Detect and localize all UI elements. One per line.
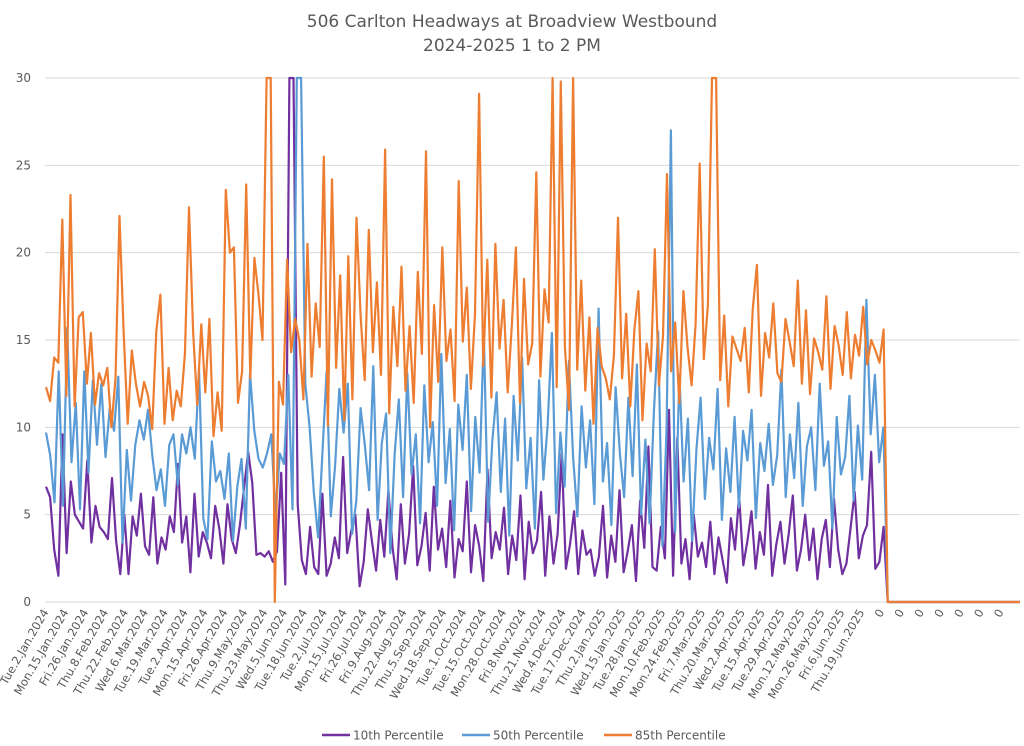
y-axis-ticks: 0 5 10 15 20 25 30 bbox=[16, 71, 31, 609]
x-tick-label: 0 bbox=[991, 607, 1007, 620]
legend-label: 85th Percentile bbox=[635, 729, 726, 743]
y-tick-label: 30 bbox=[16, 71, 31, 85]
chart-title: 506 Carlton Headways at Broadview Westbo… bbox=[307, 12, 717, 32]
x-tick-label: 0 bbox=[931, 607, 947, 620]
legend: 10th Percentile 50th Percentile 85th Perce… bbox=[322, 729, 726, 743]
x-axis-ticks: Tue.2.Jan.2024Mon.15.Jan.2024Fri.26.Jan.… bbox=[0, 607, 1007, 702]
x-tick-label: 0 bbox=[971, 607, 987, 620]
series-line-50th-percentile bbox=[44, 76, 1020, 604]
series-lines bbox=[44, 76, 1020, 604]
series-line-10th-percentile bbox=[44, 76, 1020, 604]
x-tick-label: 0 bbox=[951, 607, 967, 620]
legend-label: 50th Percentile bbox=[493, 729, 584, 743]
legend-item: 85th Percentile bbox=[604, 729, 726, 743]
y-tick-label: 15 bbox=[16, 333, 31, 347]
legend-item: 50th Percentile bbox=[462, 729, 584, 743]
y-tick-label: 0 bbox=[23, 595, 31, 609]
x-tick-label: 0 bbox=[891, 607, 907, 620]
x-tick-label: 0 bbox=[911, 607, 927, 620]
x-tick-label: 0 bbox=[872, 607, 888, 620]
y-tick-label: 20 bbox=[16, 246, 31, 260]
y-tick-label: 25 bbox=[16, 158, 31, 172]
legend-label: 10th Percentile bbox=[353, 729, 444, 743]
y-tick-label: 10 bbox=[16, 420, 31, 434]
series-line-85th-percentile bbox=[44, 76, 1020, 604]
legend-item: 10th Percentile bbox=[322, 729, 444, 743]
y-tick-label: 5 bbox=[23, 508, 31, 522]
chart-subtitle: 2024-2025 1 to 2 PM bbox=[423, 36, 601, 56]
